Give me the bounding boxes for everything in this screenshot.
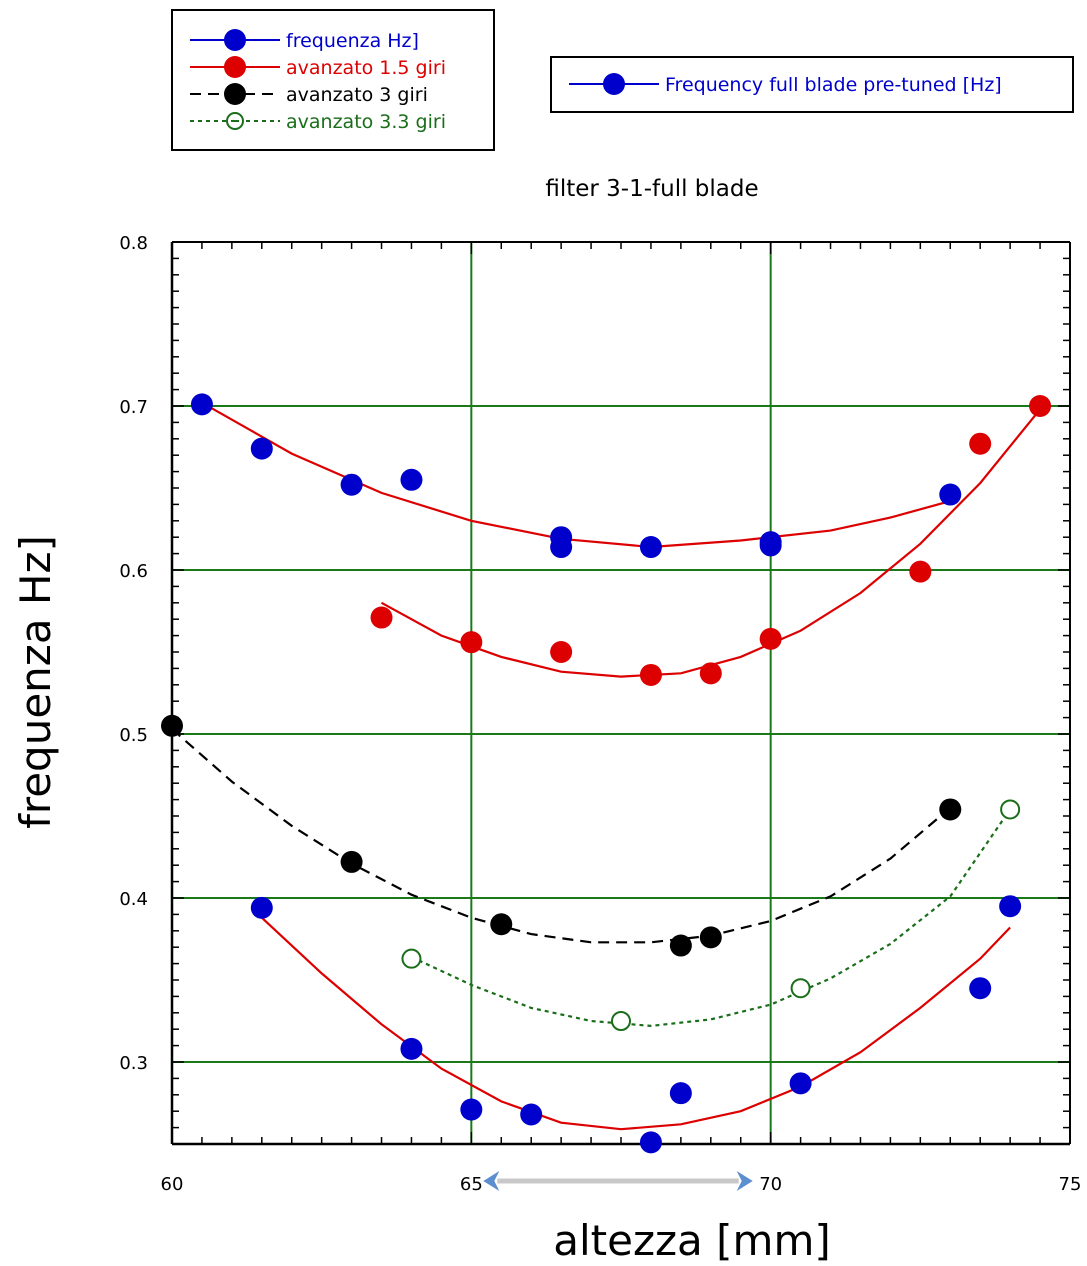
- fit-curve: [261, 916, 1011, 1131]
- data-point: [550, 536, 573, 559]
- fit-curves: [171, 401, 1041, 1131]
- data-points: [161, 393, 1052, 1154]
- x-tick-label: 75: [1059, 1174, 1082, 1195]
- plot-frame: [170, 241, 1071, 1146]
- data-point: [699, 926, 722, 949]
- range-arrow: [483, 1171, 753, 1191]
- data-point: [669, 934, 692, 957]
- y-tick-label: 0.5: [119, 725, 148, 746]
- data-point: [190, 393, 213, 416]
- data-point: [611, 1011, 631, 1031]
- data-point: [639, 1131, 662, 1154]
- legend-label: avanzato 3.3 giri: [286, 111, 446, 133]
- data-point: [669, 1082, 692, 1105]
- data-point: [250, 896, 273, 919]
- legend-right: Frequency full blade pre-tuned [Hz]: [550, 56, 1074, 113]
- legend-marker: [224, 29, 246, 51]
- x-tick-label: 60: [161, 1174, 184, 1195]
- legend-marker: [224, 83, 246, 105]
- y-axis-label: frequenza Hz]: [11, 535, 60, 829]
- data-point: [490, 913, 513, 936]
- legend-box: [171, 9, 495, 151]
- data-point: [790, 978, 811, 999]
- data-point: [550, 641, 573, 663]
- legend-marker: [224, 56, 246, 78]
- data-point: [400, 1037, 423, 1060]
- data-point: [161, 714, 183, 737]
- data-point: [370, 606, 393, 629]
- data-point: [939, 798, 962, 821]
- axis-ticks: 60 65 70 75 0.3 0.4 0.5 0.6 0.7 0.8: [119, 233, 1081, 1195]
- data-point: [939, 483, 962, 506]
- arrow-head-left: [483, 1171, 500, 1191]
- data-point: [340, 850, 363, 873]
- data-point: [460, 631, 483, 654]
- data-point: [759, 534, 782, 557]
- data-point: [340, 473, 363, 496]
- data-point: [759, 627, 782, 650]
- x-axis-label: altezza [mm]: [553, 1216, 831, 1265]
- data-point: [789, 1072, 812, 1095]
- data-point: [460, 1098, 483, 1121]
- y-tick-label: 0.4: [119, 889, 148, 910]
- y-tick-label: 0.3: [119, 1053, 148, 1074]
- chart-title: filter 3-1-full blade: [545, 176, 758, 202]
- legend-label: Frequency full blade pre-tuned [Hz]: [665, 74, 1002, 96]
- y-tick-label: 0.8: [119, 233, 148, 254]
- legend-label: avanzato 1.5 giri: [286, 57, 446, 79]
- arrow-head-right: [736, 1171, 753, 1191]
- data-point: [909, 560, 932, 583]
- y-tick-label: 0.7: [119, 397, 148, 418]
- x-tick-label: 65: [460, 1174, 483, 1195]
- data-point: [699, 662, 722, 685]
- fit-curve: [201, 401, 951, 549]
- data-point: [250, 437, 273, 460]
- data-point: [639, 536, 662, 559]
- data-point: [520, 1103, 543, 1126]
- data-point: [969, 977, 992, 1000]
- fit-curve: [171, 728, 952, 944]
- data-point: [639, 663, 662, 686]
- y-tick-label: 0.6: [119, 561, 148, 582]
- data-point: [969, 432, 992, 455]
- data-point: [999, 895, 1022, 918]
- data-point: [1029, 395, 1052, 417]
- legend-left: frequenza Hz] avanzato 1.5 giri avanzato 3…: [171, 9, 495, 151]
- grid: [172, 241, 1070, 1144]
- data-point: [401, 948, 422, 969]
- data-point: [400, 468, 423, 491]
- legend-marker: [603, 73, 625, 95]
- data-point: [1000, 799, 1021, 820]
- legend-label: avanzato 3 giri: [286, 84, 428, 106]
- legend-label: frequenza Hz]: [286, 30, 419, 52]
- x-tick-label: 70: [759, 1174, 782, 1195]
